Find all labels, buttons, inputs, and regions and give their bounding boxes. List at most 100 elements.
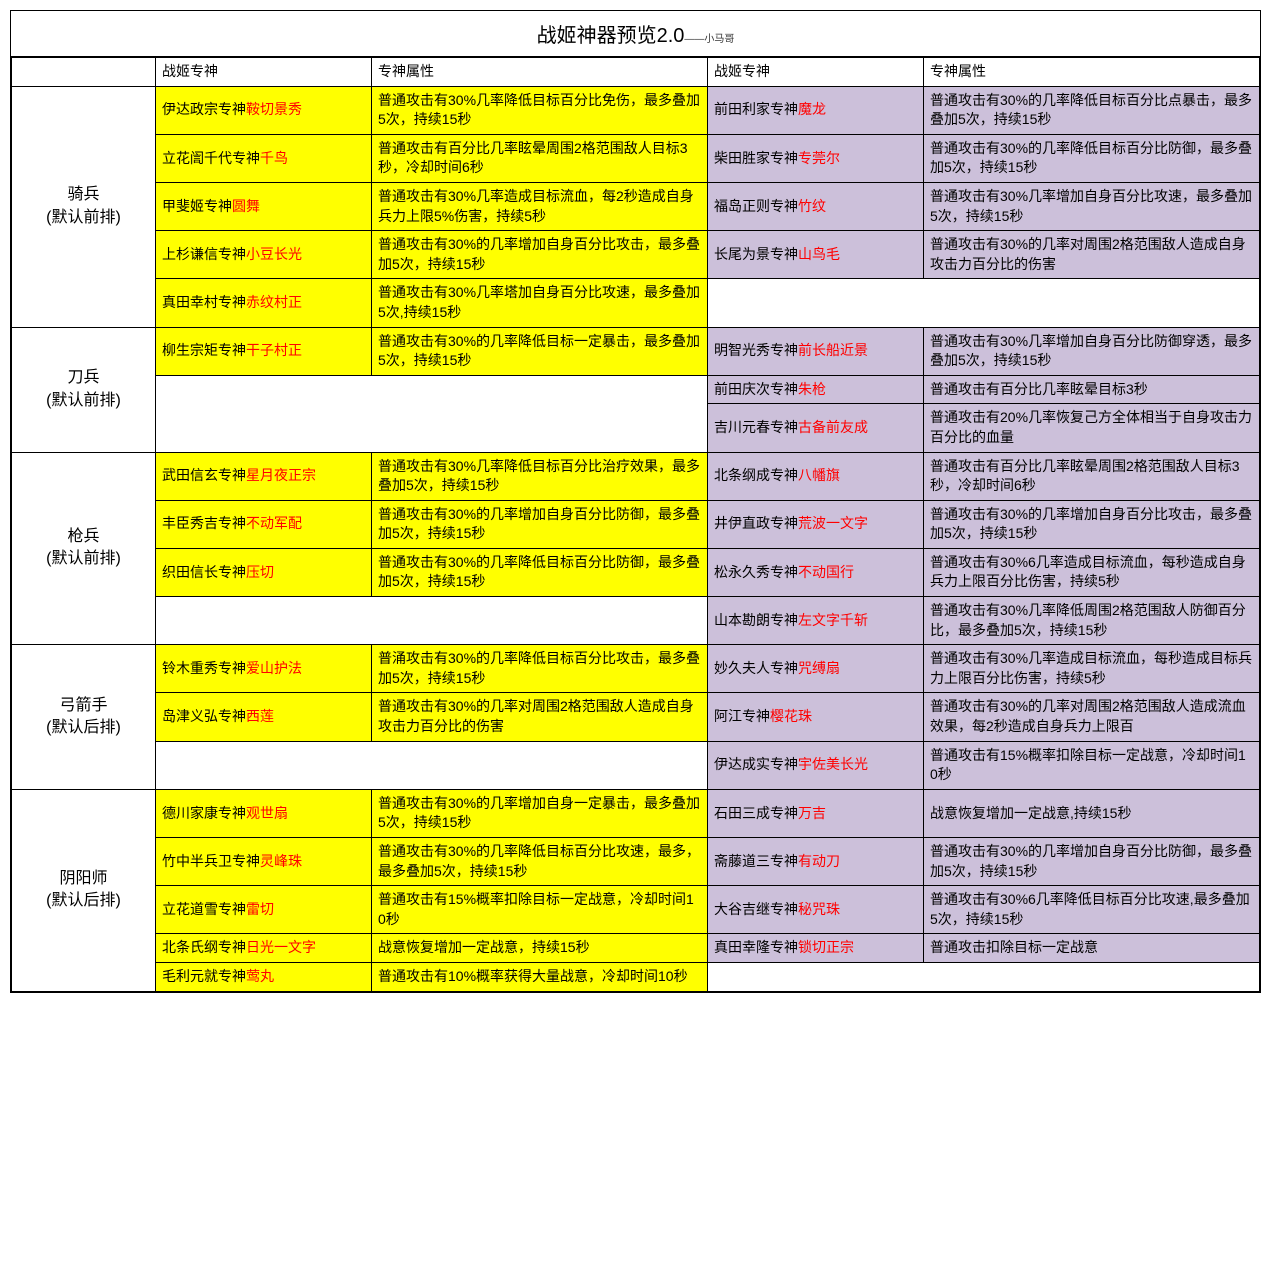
attr-cell: 普通攻击有10%概率获得大量战意，冷却时间10秒 — [372, 962, 708, 991]
hero-cell: 吉川元春专神古备前友成 — [708, 404, 924, 452]
hero-prefix: 伊达政宗专神 — [162, 101, 246, 117]
hero-cell: 伊达成实专神宇佐美长光 — [708, 741, 924, 789]
table-row: 丰臣秀吉专神不动军配 普通攻击有30%的几率增加自身百分比防御，最多叠加5次，持续… — [12, 500, 1260, 548]
hero-cell: 前田利家专神魔龙 — [708, 86, 924, 134]
table-row: 枪兵(默认前排)武田信玄专神星月夜正宗普通攻击有30%几率降低目标百分比治疗效果… — [12, 452, 1260, 500]
hero-cell: 长尾为景专神山鸟毛 — [708, 231, 924, 279]
title-row: 战姬神器预览2.0——小马哥 — [11, 11, 1260, 57]
category-cell: 骑兵(默认前排) — [12, 86, 156, 327]
attr-cell: 普通攻击有百分比几率眩晕周围2格范围敌人目标3秒，冷却时间6秒 — [924, 452, 1260, 500]
hero-cell: 毛利元就专神莺丸 — [156, 962, 372, 991]
hero-prefix: 上杉谦信专神 — [162, 246, 246, 262]
artifact-name: 不动军配 — [246, 515, 302, 531]
artifact-name: 万吉 — [798, 805, 826, 821]
artifact-name: 观世扇 — [246, 805, 288, 821]
hero-prefix: 岛津义弘专神 — [162, 708, 246, 724]
hero-prefix: 前田利家专神 — [714, 101, 798, 117]
attr-cell: 普通攻击有30%的几率对周围2格范围敌人造成自身攻击力百分比的伤害 — [924, 231, 1260, 279]
artifact-name: 荒波一文字 — [798, 515, 868, 531]
artifact-name: 圆舞 — [232, 198, 260, 214]
table-row: 真田幸村专神赤纹村正普通攻击有30%几率塔加自身百分比攻速，最多叠加5次,持续1… — [12, 279, 1260, 327]
header-right-hero: 战姬专神 — [708, 58, 924, 87]
hero-prefix: 甲斐姬专神 — [162, 198, 232, 214]
hero-cell: 阿江专神樱花珠 — [708, 693, 924, 741]
artifact-name: 干子村正 — [246, 342, 302, 358]
attr-cell: 普通攻击有30%6几率降低目标百分比攻速,最多叠加5次，持续15秒 — [924, 886, 1260, 934]
hero-cell: 武田信玄专神星月夜正宗 — [156, 452, 372, 500]
attr-cell: 普通攻击有30%的几率降低目标百分比防御，最多叠加5次，持续15秒 — [372, 548, 708, 596]
hero-prefix: 武田信玄专神 — [162, 467, 246, 483]
table-row: 阴阳师(默认后排)德川家康专神观世扇普通攻击有30%的几率增加自身一定暴击，最多… — [12, 789, 1260, 837]
artifact-name: 莺丸 — [246, 968, 274, 984]
category-note: (默认后排) — [46, 719, 121, 736]
hero-cell: 明智光秀专神前长船近景 — [708, 327, 924, 375]
artifact-name: 专莞尔 — [798, 150, 840, 166]
category-note: (默认前排) — [46, 550, 121, 567]
hero-prefix: 真田幸隆专神 — [714, 939, 798, 955]
empty-merged-cell — [156, 375, 708, 452]
hero-cell: 石田三成专神万吉 — [708, 789, 924, 837]
attr-cell: 普通攻击有30%的几率增加自身百分比防御，最多叠加5次，持续15秒 — [372, 500, 708, 548]
hero-cell: 北条纲成专神八幡旗 — [708, 452, 924, 500]
page-title: 战姬神器预览2.0 — [537, 25, 685, 47]
hero-cell: 前田庆次专神朱枪 — [708, 375, 924, 404]
hero-prefix: 阿江专神 — [714, 708, 770, 724]
hero-prefix: 真田幸村专神 — [162, 294, 246, 310]
artifact-name: 赤纹村正 — [246, 294, 302, 310]
artifact-name: 左文字千斩 — [798, 612, 868, 628]
table-row: 竹中半兵卫专神灵峰珠普通攻击有30%的几率降低目标百分比攻速，最多，最多叠加5次… — [12, 838, 1260, 886]
artifact-name: 朱枪 — [798, 381, 826, 397]
artifact-name: 日光一文字 — [246, 939, 316, 955]
artifact-name: 压切 — [246, 564, 274, 580]
hero-cell: 立花道雪专神雷切 — [156, 886, 372, 934]
hero-prefix: 福岛正则专神 — [714, 198, 798, 214]
hero-prefix: 吉川元春专神 — [714, 419, 798, 435]
main-table: 战姬专神专神属性战姬专神专神属性骑兵(默认前排)伊达政宗专神鞍切景秀普通攻击有3… — [11, 57, 1260, 992]
hero-prefix: 织田信长专神 — [162, 564, 246, 580]
hero-prefix: 山本勘朗专神 — [714, 612, 798, 628]
category-cell: 刀兵(默认前排) — [12, 327, 156, 452]
hero-cell: 立花訚千代专神千鸟 — [156, 134, 372, 182]
attr-cell: 普通攻击有30%的几率降低目标百分比防御，最多叠加5次，持续15秒 — [924, 134, 1260, 182]
hero-prefix: 前田庆次专神 — [714, 381, 798, 397]
hero-prefix: 长尾为景专神 — [714, 246, 798, 262]
table-row: 甲斐姬专神圆舞 普通攻击有30%几率造成目标流血，每2秒造成自身兵力上限5%伤害，… — [12, 182, 1260, 230]
hero-cell: 柳生宗矩专神干子村正 — [156, 327, 372, 375]
header-left-hero: 战姬专神 — [156, 58, 372, 87]
hero-cell: 真田幸隆专神锁切正宗 — [708, 934, 924, 963]
category-name: 骑兵 — [67, 186, 99, 203]
hero-cell: 斋藤道三专神有动刀 — [708, 838, 924, 886]
attr-cell: 普通攻击有30%的几率增加自身百分比攻击，最多叠加5次，持续15秒 — [924, 500, 1260, 548]
hero-cell: 岛津义弘专神西莲 — [156, 693, 372, 741]
hero-cell: 大谷吉继专神秘咒珠 — [708, 886, 924, 934]
hero-prefix: 丰臣秀吉专神 — [162, 515, 246, 531]
hero-cell: 井伊直政专神荒波一文字 — [708, 500, 924, 548]
hero-prefix: 妙久夫人专神 — [714, 660, 798, 676]
artifact-name: 宇佐美长光 — [798, 756, 868, 772]
attr-cell: 普涌攻击有30%的几率降低目标百分比攻击，最多叠加5次，持续15秒 — [372, 645, 708, 693]
hero-prefix: 北条纲成专神 — [714, 467, 798, 483]
table-row: 骑兵(默认前排)伊达政宗专神鞍切景秀普通攻击有30%几率降低目标百分比免伤，最多… — [12, 86, 1260, 134]
attr-cell: 普通攻击有30%的几率增加自身一定暴击，最多叠加5次，持续15秒 — [372, 789, 708, 837]
table-container: 战姬神器预览2.0——小马哥 战姬专神专神属性战姬专神专神属性骑兵(默认前排)伊… — [10, 10, 1261, 993]
category-cell: 阴阳师(默认后排) — [12, 789, 156, 991]
artifact-name: 小豆长光 — [246, 246, 302, 262]
attr-cell: 普通攻击有15%概率扣除目标一定战意，冷却时间10秒 — [924, 741, 1260, 789]
hero-cell: 上杉谦信专神小豆长光 — [156, 231, 372, 279]
hero-cell: 福岛正则专神竹纹 — [708, 182, 924, 230]
artifact-name: 山鸟毛 — [798, 246, 840, 262]
attr-cell: 普通攻击有30%几率造成目标流血，每2秒造成自身兵力上限5%伤害，持续5秒 — [372, 182, 708, 230]
hero-cell: 德川家康专神观世扇 — [156, 789, 372, 837]
hero-prefix: 伊达成实专神 — [714, 756, 798, 772]
table-row: 伊达成实专神宇佐美长光普通攻击有15%概率扣除目标一定战意，冷却时间10秒 — [12, 741, 1260, 789]
hero-prefix: 北条氏纲专神 — [162, 939, 246, 955]
artifact-name: 千鸟 — [260, 150, 288, 166]
category-name: 阴阳师 — [59, 870, 107, 887]
table-row: 弓箭手(默认后排)铃木重秀专神爱山护法普涌攻击有30%的几率降低目标百分比攻击，… — [12, 645, 1260, 693]
table-row: 上杉谦信专神小豆长光普通攻击有30%的几率增加自身百分比攻击，最多叠加5次，持续… — [12, 231, 1260, 279]
attr-cell: 普通攻击有30%的几率增加自身百分比攻击，最多叠加5次，持续15秒 — [372, 231, 708, 279]
attr-cell: 战意恢复增加一定战意,持续15秒 — [924, 789, 1260, 837]
artifact-name: 樱花珠 — [770, 708, 812, 724]
empty-cell — [708, 962, 1260, 991]
artifact-name: 不动国行 — [798, 564, 854, 580]
